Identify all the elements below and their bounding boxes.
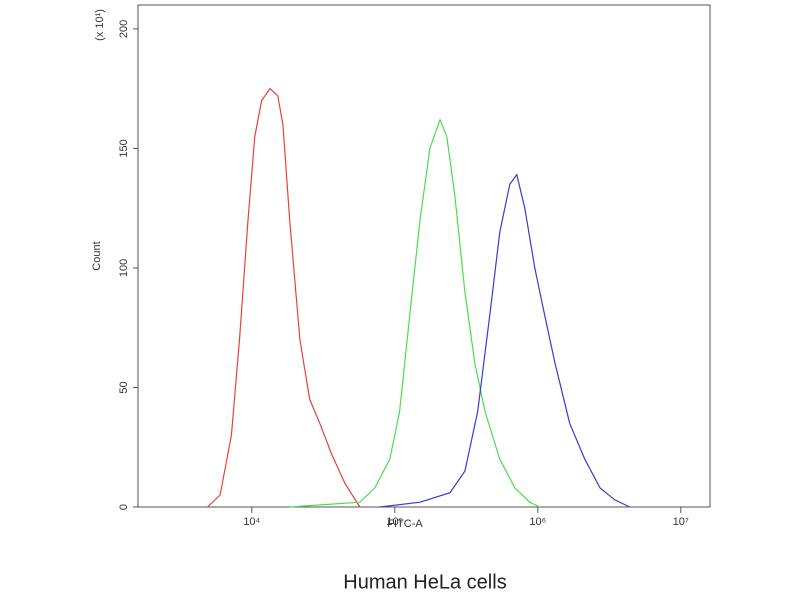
x-axis-label: FITC-A (387, 518, 423, 530)
histogram-line (289, 118, 540, 508)
y-tick-label: 150 (118, 139, 130, 157)
plot-frame (137, 4, 711, 508)
histogram-line (207, 87, 361, 508)
y-tick-label: 100 (118, 259, 130, 277)
x-tick-label: 10⁷ (673, 516, 689, 528)
y-tick-label: 0 (118, 504, 130, 510)
x-tick-label: 10⁴ (243, 516, 260, 528)
y-tick-label: 50 (118, 381, 130, 393)
x-tick-label: 10⁵ (386, 516, 403, 528)
y-multiplier: (x 10¹) (94, 9, 106, 41)
x-tick-label: 10⁶ (529, 516, 546, 528)
y-tick-label: 200 (118, 20, 130, 38)
caption: Human HeLa cells (343, 571, 506, 593)
histogram-line (379, 173, 630, 508)
y-axis-label: Count (91, 241, 103, 270)
